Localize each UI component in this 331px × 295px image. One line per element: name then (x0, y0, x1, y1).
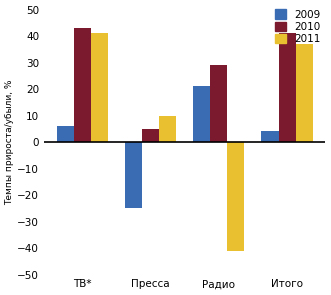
Bar (227, 142, 244, 251)
Bar (261, 132, 279, 142)
Legend: 2009, 2010, 2011: 2009, 2010, 2011 (275, 9, 320, 44)
Bar (210, 65, 227, 142)
Bar (142, 129, 159, 142)
Bar (57, 126, 74, 142)
Bar (159, 116, 176, 142)
Bar (279, 33, 296, 142)
Bar (296, 44, 313, 142)
Y-axis label: Темпы прироста/убыли, %: Темпы прироста/убыли, % (6, 79, 15, 205)
Bar (74, 28, 91, 142)
Bar (193, 86, 210, 142)
Bar (125, 142, 142, 208)
Bar (91, 33, 108, 142)
